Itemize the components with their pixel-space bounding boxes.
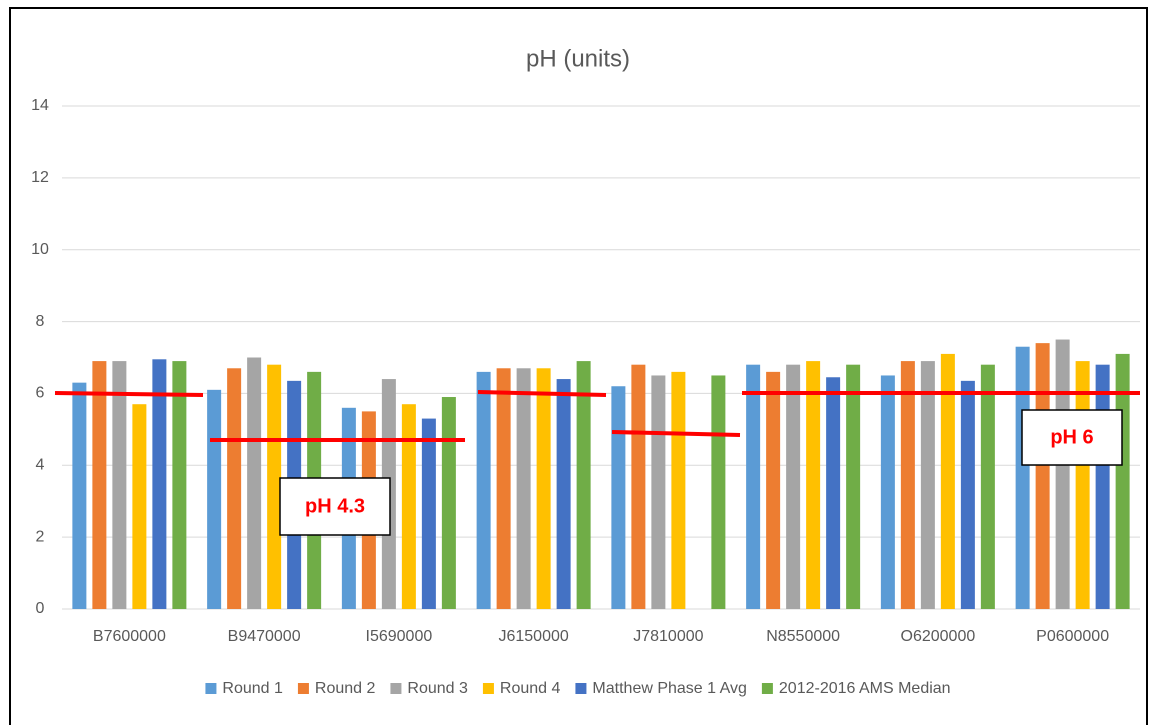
bar bbox=[611, 386, 626, 609]
legend-swatch bbox=[761, 683, 773, 694]
y-tick-label: 2 bbox=[36, 528, 45, 545]
legend-swatch bbox=[482, 683, 494, 694]
bar bbox=[631, 364, 646, 609]
bar bbox=[496, 368, 511, 609]
legend-label: Round 1 bbox=[222, 680, 283, 697]
bar bbox=[401, 404, 416, 609]
bar bbox=[980, 364, 995, 609]
bar bbox=[247, 357, 262, 609]
legend: Round 1 Round 2 Round 3 Round 4 Matthew Phas… bbox=[205, 680, 951, 697]
x-tick-label: O6200000 bbox=[901, 628, 976, 645]
y-tick-label: 14 bbox=[31, 97, 49, 114]
x-tick-label: J7810000 bbox=[633, 628, 703, 645]
legend-label: Round 4 bbox=[500, 680, 561, 697]
annotation-box bbox=[1021, 409, 1123, 466]
bar bbox=[536, 368, 551, 609]
legend-swatch bbox=[205, 683, 217, 694]
y-tick-label: 12 bbox=[31, 169, 49, 186]
bar bbox=[207, 389, 222, 609]
bar bbox=[1095, 364, 1110, 609]
threshold-line bbox=[477, 390, 607, 397]
bar bbox=[880, 375, 895, 609]
threshold-line bbox=[611, 430, 741, 437]
annotation-layer: pH 4.3 pH 6 bbox=[54, 390, 1140, 536]
bar bbox=[421, 418, 436, 609]
x-tick-label: J6150000 bbox=[498, 628, 568, 645]
bar bbox=[846, 364, 861, 609]
legend-label: 2012-2016 AMS Median bbox=[779, 680, 951, 697]
bar bbox=[152, 359, 167, 609]
bar bbox=[1035, 343, 1050, 609]
bar bbox=[576, 361, 591, 609]
annotation-box bbox=[279, 477, 391, 536]
bar bbox=[746, 364, 761, 609]
bar bbox=[441, 397, 456, 609]
bar bbox=[92, 361, 107, 609]
bar bbox=[476, 371, 491, 609]
bar bbox=[1075, 361, 1090, 609]
chart-title: pH (units) bbox=[526, 45, 630, 72]
bar bbox=[556, 379, 571, 609]
y-tick-label: 10 bbox=[31, 241, 49, 258]
x-tick-label: N8550000 bbox=[766, 628, 840, 645]
bar bbox=[806, 361, 821, 609]
bar bbox=[172, 361, 187, 609]
legend-label: Round 3 bbox=[407, 680, 468, 697]
legend-swatch bbox=[297, 683, 309, 694]
bar bbox=[766, 371, 781, 609]
bar bbox=[132, 404, 147, 609]
legend-swatch bbox=[390, 683, 402, 694]
bar bbox=[960, 380, 975, 609]
bar bbox=[1015, 346, 1030, 609]
annotation: pH 6 bbox=[1050, 426, 1093, 448]
bar bbox=[72, 382, 87, 609]
bar bbox=[516, 368, 531, 609]
bar bbox=[786, 364, 801, 609]
bar bbox=[940, 353, 955, 609]
legend-label: Matthew Phase 1 Avg bbox=[592, 680, 746, 697]
y-tick-label: 4 bbox=[36, 457, 45, 474]
bar bbox=[227, 368, 242, 609]
legend-swatch bbox=[575, 683, 587, 694]
annotation: pH 4.3 bbox=[305, 495, 365, 517]
y-tick-label: 0 bbox=[36, 600, 45, 617]
bar bbox=[711, 375, 726, 609]
legend-label: Round 2 bbox=[315, 680, 376, 697]
bar bbox=[826, 377, 841, 609]
y-tick-label: 6 bbox=[36, 385, 45, 402]
bar bbox=[112, 361, 127, 609]
bar bbox=[1055, 339, 1070, 609]
threshold-line bbox=[54, 391, 204, 397]
bar bbox=[900, 361, 915, 609]
bar bbox=[920, 361, 935, 609]
x-tick-label: B9470000 bbox=[228, 628, 301, 645]
y-tick-label: 8 bbox=[36, 313, 45, 330]
x-tick-label: I5690000 bbox=[366, 628, 433, 645]
x-tick-label: P0600000 bbox=[1036, 628, 1109, 645]
bar bbox=[671, 371, 686, 609]
bar bbox=[267, 364, 282, 609]
bar bbox=[651, 375, 666, 609]
x-tick-label: B7600000 bbox=[93, 628, 166, 645]
